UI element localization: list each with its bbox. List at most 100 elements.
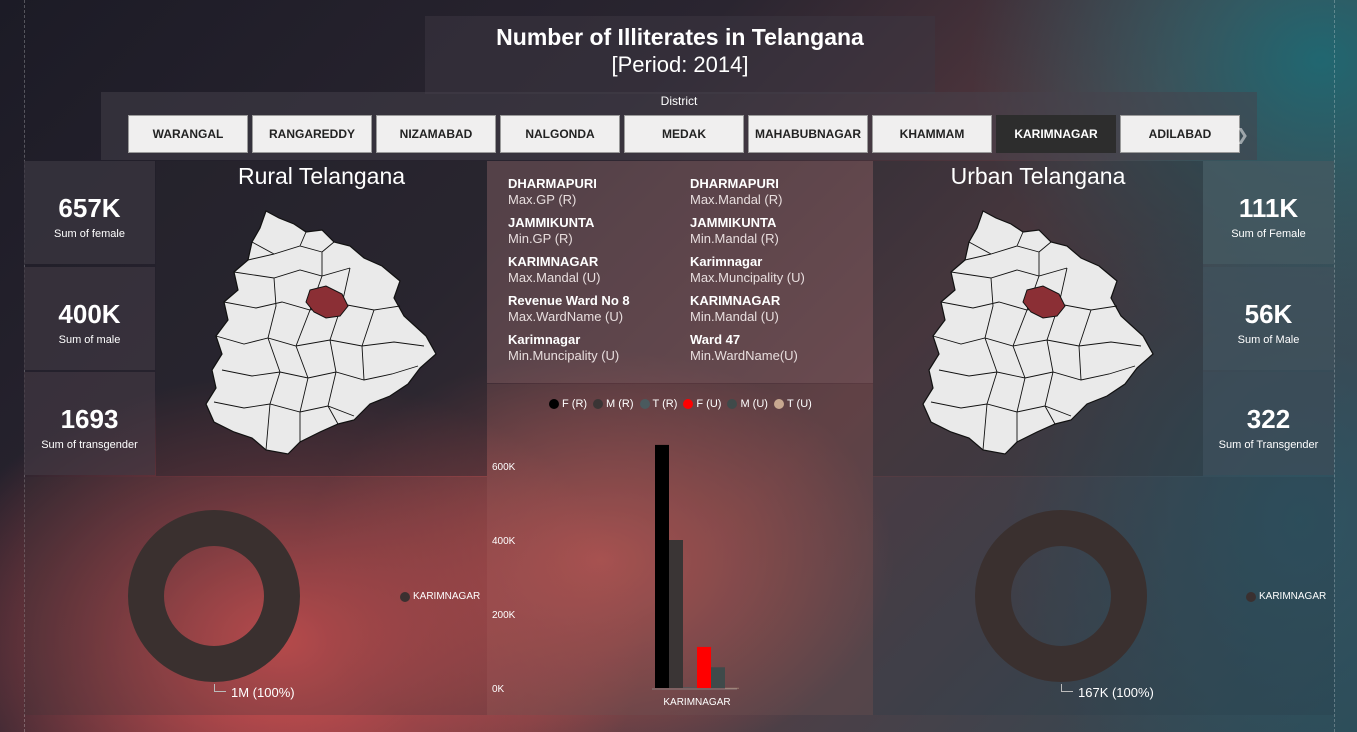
kpi-value: 56K <box>1244 299 1293 329</box>
info-card-grid: DHARMAPURI Max.GP (R) DHARMAPURI Max.Mandal… <box>487 161 873 383</box>
district-borders <box>930 231 1142 451</box>
legend-dot <box>727 399 738 409</box>
highlight-district <box>305 285 349 319</box>
donut-ring <box>128 510 300 682</box>
info-card-metric: Min.GP (R) <box>508 231 573 246</box>
rural-donut-chart[interactable] <box>24 477 487 715</box>
info-card-metric: Min.WardName(U) <box>690 348 798 363</box>
info-card-metric: Max.Mandal (U) <box>508 270 601 285</box>
info-card: JAMMIKUNTA Min.GP (R) <box>508 215 688 247</box>
legend-item[interactable]: T (R) <box>639 398 677 410</box>
legend-item[interactable]: F (U) <box>683 398 721 410</box>
y-tick-label: 600K <box>492 462 516 473</box>
info-card-value: Ward 47 <box>690 332 741 347</box>
urban-map-title: Urban Telangana <box>950 163 1126 189</box>
district-button-rangareddy[interactable]: RANGAREDDY <box>252 115 372 153</box>
district-button-khammam[interactable]: KHAMMAM <box>872 115 992 153</box>
info-card-value: Revenue Ward No 8 <box>508 293 630 308</box>
kpi-value: 400K <box>58 299 121 329</box>
info-card-value: KARIMNAGAR <box>690 293 781 308</box>
chevron-right-icon[interactable]: ❯ <box>1235 125 1249 144</box>
chart-legend: F (R) M (R) T (R) F (U) M (U) T (U) <box>549 398 818 410</box>
bar-fr[interactable] <box>655 444 669 688</box>
leader-line <box>1061 684 1073 692</box>
slicer-label: District <box>660 94 698 108</box>
bar-tr[interactable] <box>683 687 697 688</box>
info-card: Karimnagar Max.Muncipality (U) <box>690 254 870 286</box>
info-card-metric: Max.WardName (U) <box>508 309 624 324</box>
info-card-value: JAMMIKUNTA <box>690 215 777 230</box>
info-card: DHARMAPURI Max.Mandal (R) <box>690 176 870 208</box>
district-borders <box>213 231 425 451</box>
kpi-rural-female: 657K Sum of female <box>24 161 155 264</box>
district-button-warangal[interactable]: WARANGAL <box>128 115 248 153</box>
x-category-label: KARIMNAGAR <box>663 697 730 708</box>
donut-legend-item[interactable]: KARIMNAGAR <box>400 591 480 602</box>
legend-item[interactable]: M (R) <box>593 398 634 410</box>
legend-label: KARIMNAGAR <box>413 591 481 602</box>
bar-mr[interactable] <box>669 540 683 688</box>
donut-ring <box>975 510 1147 682</box>
legend-item[interactable]: F (R) <box>549 398 587 410</box>
info-card-value: Karimnagar <box>508 332 581 347</box>
kpi-value: 1693 <box>60 404 119 434</box>
info-card-metric: Max.Mandal (R) <box>690 192 783 207</box>
urban-donut-chart[interactable] <box>873 477 1334 715</box>
urban-map[interactable] <box>873 161 1203 476</box>
info-card-metric: Max.GP (R) <box>508 192 577 207</box>
legend-label: M (R) <box>606 398 634 410</box>
leader-line <box>214 684 226 692</box>
kpi-caption: Sum of Transgender <box>1218 439 1319 451</box>
info-card-metric: Min.Mandal (R) <box>690 231 779 246</box>
bar-fu[interactable] <box>697 646 711 688</box>
district-button-karimnagar[interactable]: KARIMNAGAR <box>996 115 1116 153</box>
kpi-value: 111K <box>1238 193 1299 223</box>
district-button-adilabad[interactable]: ADILABAD <box>1120 115 1240 153</box>
info-card-metric: Min.Mandal (U) <box>690 309 779 324</box>
kpi-caption: Sum of transgender <box>41 439 138 451</box>
rural-kpi-column: 657K Sum of female 400K Sum of male 1693… <box>24 161 155 476</box>
rural-map-panel: Rural Telangana <box>156 161 487 476</box>
y-tick-label: 200K <box>492 610 516 621</box>
kpi-value: 657K <box>58 193 121 223</box>
district-button-medak[interactable]: MEDAK <box>624 115 744 153</box>
legend-label: F (U) <box>696 398 722 410</box>
rural-map[interactable] <box>156 161 487 476</box>
bar-mu[interactable] <box>711 667 725 688</box>
telangana-shape <box>205 210 437 455</box>
kpi-caption: Sum of Male <box>1237 334 1300 346</box>
kpi-caption: Sum of female <box>54 228 125 240</box>
info-card: KARIMNAGAR Min.Mandal (U) <box>690 293 870 325</box>
rural-map-title: Rural Telangana <box>237 163 406 189</box>
rural-donut-panel: KARIMNAGAR 1M (100%) <box>24 477 487 715</box>
bar-tu[interactable] <box>725 687 739 689</box>
title-card: Number of Illiterates in Telangana [Peri… <box>425 16 935 94</box>
urban-map-panel: Urban Telangana <box>873 161 1203 476</box>
info-card: DHARMAPURI Max.GP (R) <box>508 176 688 208</box>
donut-legend-item[interactable]: KARIMNAGAR <box>1246 591 1326 602</box>
info-card: JAMMIKUNTA Min.Mandal (R) <box>690 215 870 247</box>
legend-dot <box>593 399 604 409</box>
y-tick-label: 400K <box>492 536 516 547</box>
district-slicer: District WARANGAL RANGAREDDY NIZAMABAD NALG… <box>101 92 1257 160</box>
highlight-district <box>1022 285 1066 319</box>
district-button-mahabubnagar[interactable]: MAHABUBNAGAR <box>748 115 868 153</box>
info-card-value: DHARMAPURI <box>690 176 779 191</box>
district-button-nalgonda[interactable]: NALGONDA <box>500 115 620 153</box>
kpi-rural-male: 400K Sum of male <box>24 267 155 370</box>
kpi-value: 322 <box>1246 404 1291 434</box>
info-card-value: JAMMIKUNTA <box>508 215 595 230</box>
bar-plot[interactable]: 0K 200K 400K 600K KARIMNAGAR <box>487 384 873 715</box>
legend-dot <box>400 591 410 602</box>
kpi-urban-female: 111K Sum of Female <box>1203 161 1334 264</box>
info-card-metric: Min.Muncipality (U) <box>508 348 620 363</box>
legend-item[interactable]: T (U) <box>773 398 812 410</box>
legend-item[interactable]: M (U) <box>727 398 768 410</box>
info-card: Ward 47 Min.WardName(U) <box>690 332 870 364</box>
telangana-shape <box>922 210 1154 455</box>
donut-data-label: 1M (100%) <box>231 685 295 700</box>
district-button-nizamabad[interactable]: NIZAMABAD <box>376 115 496 153</box>
kpi-rural-transgender: 1693 Sum of transgender <box>24 372 155 475</box>
donut-data-label: 167K (100%) <box>1078 685 1154 700</box>
legend-dot <box>639 399 650 409</box>
